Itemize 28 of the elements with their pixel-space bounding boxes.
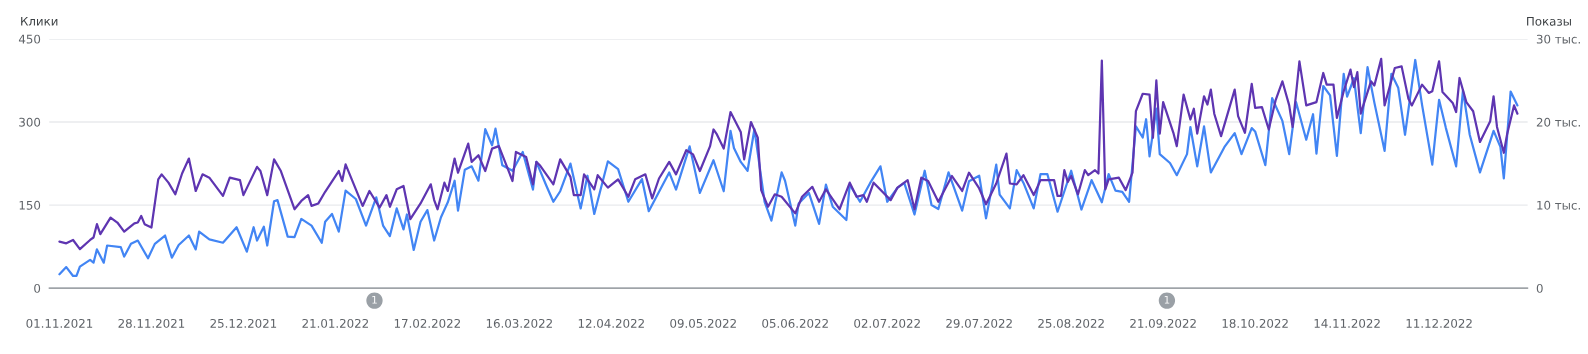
y-tick-label: 0 <box>34 283 41 293</box>
y2-tick-label: 30 тыс. <box>1536 34 1580 44</box>
x-tick-label: 25.12.2021 <box>210 318 277 328</box>
y-tick-label: 300 <box>19 117 41 127</box>
y2-tick-label: 20 тыс. <box>1536 117 1580 127</box>
x-tick-label: 18.10.2022 <box>1222 318 1288 328</box>
y-tick-label: 150 <box>19 200 41 210</box>
x-tick-label: 05.06.2022 <box>762 318 828 328</box>
x-tick-label: 17.02.2022 <box>394 318 460 328</box>
x-tick-label: 21.09.2022 <box>1130 318 1196 328</box>
x-tick-label: 28.11.2021 <box>118 318 185 328</box>
y2-tick-label: 10 тыс. <box>1537 200 1580 210</box>
text: 1 <box>1164 295 1170 304</box>
x-tick-label: 12.04.2022 <box>578 318 644 328</box>
x-tick-label: 21.01.2022 <box>302 318 368 328</box>
x-tick-label: 16.03.2022 <box>486 318 552 328</box>
y-tick-label: 450 <box>18 34 41 44</box>
x-tick-label: 29.07.2022 <box>946 318 1012 328</box>
y2-tick-label: 0 <box>1536 283 1543 293</box>
x-tick-label: 09.05.2022 <box>670 318 736 328</box>
x-tick-label: 25.08.2022 <box>1038 318 1104 328</box>
x-tick-label: 14.11.2022 <box>1314 318 1380 328</box>
y2-axis-title: Показы <box>1527 16 1571 26</box>
x-tick-label: 11.12.2022 <box>1406 318 1472 328</box>
text: 1 <box>372 295 377 304</box>
y-axis-title: Клики <box>21 16 58 26</box>
x-tick-label: 02.07.2022 <box>854 318 920 328</box>
x-tick-label: 01.11.2021 <box>26 318 93 328</box>
